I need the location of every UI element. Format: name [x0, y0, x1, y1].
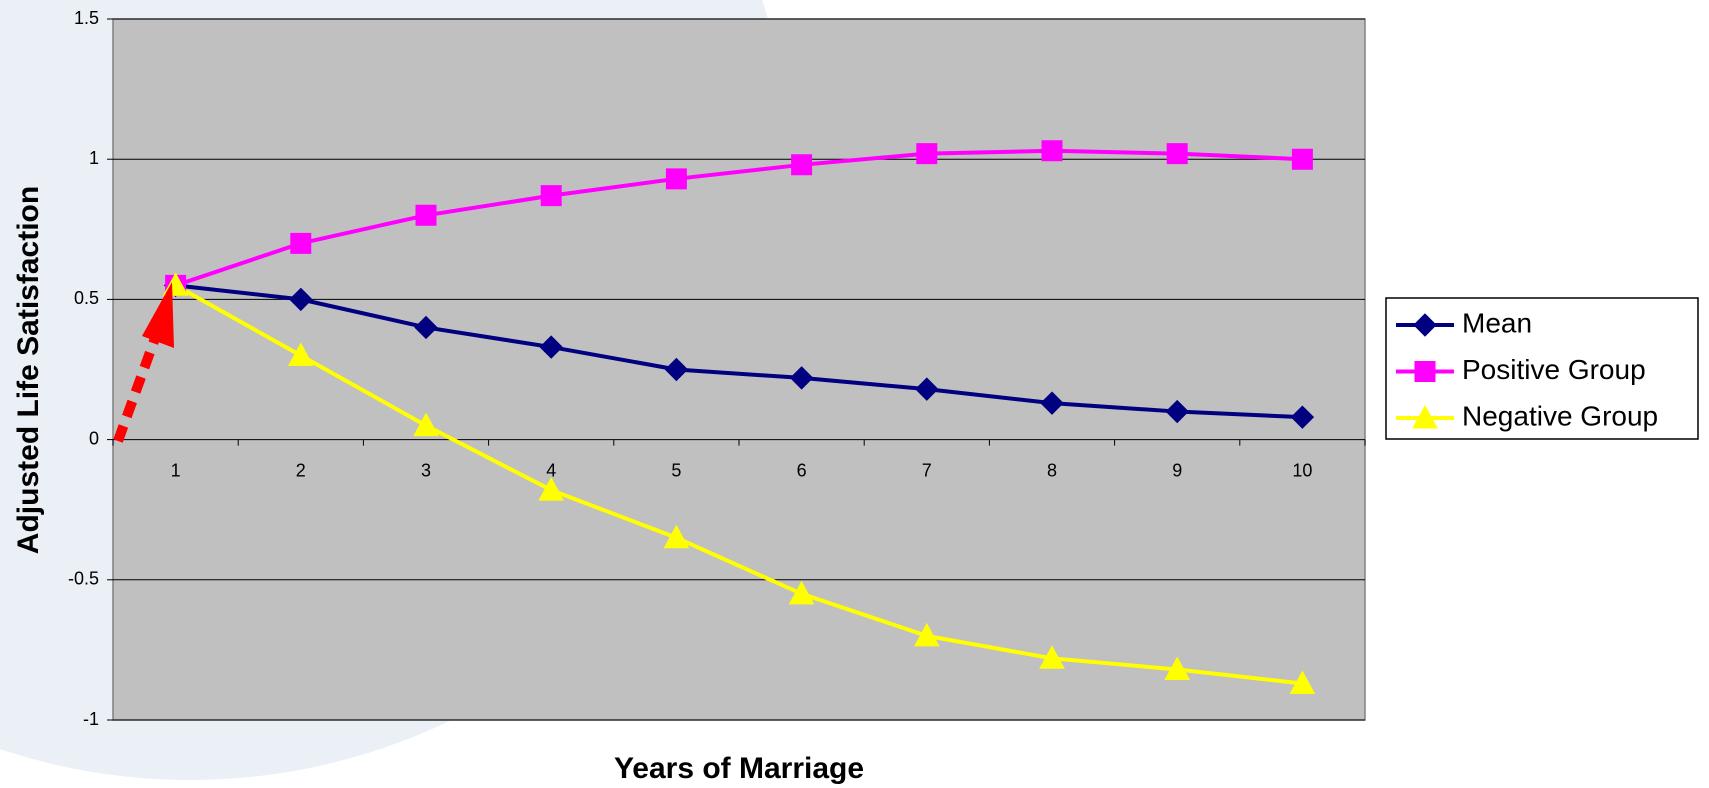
- marker: [1291, 148, 1313, 170]
- marker: [290, 232, 312, 254]
- marker: [1166, 143, 1188, 165]
- x-tick-label: 2: [296, 460, 306, 480]
- marker: [663, 524, 690, 549]
- y-tick-label: 0.5: [74, 288, 99, 308]
- marker: [1289, 670, 1316, 695]
- marker: [913, 622, 940, 647]
- x-tick-label: 7: [922, 460, 932, 480]
- marker: [414, 315, 438, 340]
- marker: [539, 335, 563, 359]
- x-tick-label: 6: [797, 460, 807, 480]
- y-tick-label: -1: [83, 709, 99, 729]
- marks: [162, 140, 1316, 695]
- marker: [287, 342, 314, 366]
- marker: [789, 366, 814, 390]
- y-tick-label: 1: [89, 148, 99, 168]
- marker: [289, 287, 313, 312]
- x-tick-label: 3: [421, 460, 431, 480]
- series-line: [174, 148, 1303, 288]
- marker: [413, 412, 439, 437]
- x-tick-label: 1: [171, 460, 181, 480]
- grid: [107, 18, 1366, 721]
- marker: [1041, 140, 1063, 162]
- annotation-arrow: [113, 328, 163, 443]
- marker: [538, 477, 565, 501]
- marker: [788, 580, 815, 605]
- y-axis-title: Adjusted Life Satisfaction: [12, 186, 45, 554]
- x-tick-label: 10: [1292, 460, 1312, 480]
- y-tick-label: -0.5: [68, 569, 99, 589]
- x-axis-title: Years of Marriage: [614, 752, 864, 785]
- marker: [791, 154, 813, 176]
- marker: [1413, 313, 1437, 337]
- x-tick-label: 4: [546, 460, 556, 480]
- x-tick-label: 5: [671, 460, 681, 480]
- marker: [1414, 361, 1436, 382]
- marker: [664, 357, 689, 382]
- plot-area: [112, 18, 1366, 721]
- series-line: [174, 283, 1303, 686]
- marker: [916, 143, 938, 165]
- y-tick-label: 1.5: [74, 8, 99, 28]
- legend-label: Positive Group: [1462, 354, 1646, 385]
- marker: [1290, 405, 1315, 429]
- x-tick-label: 9: [1172, 460, 1182, 480]
- marker: [540, 185, 562, 207]
- series-line: [175, 283, 1303, 420]
- arrow-head: [142, 282, 174, 348]
- marker: [1040, 391, 1064, 415]
- legend-label: Negative Group: [1462, 400, 1658, 431]
- marker: [665, 168, 687, 190]
- marker: [915, 377, 939, 401]
- legend: [1385, 297, 1699, 440]
- y-tick-label: 0: [89, 428, 99, 448]
- x-tick-label: 8: [1047, 460, 1057, 480]
- marker: [1412, 404, 1438, 429]
- marker: [1165, 399, 1189, 424]
- legend-label: Mean: [1462, 307, 1532, 338]
- marker: [415, 204, 437, 226]
- marker: [1039, 645, 1065, 669]
- marker: [1164, 656, 1191, 681]
